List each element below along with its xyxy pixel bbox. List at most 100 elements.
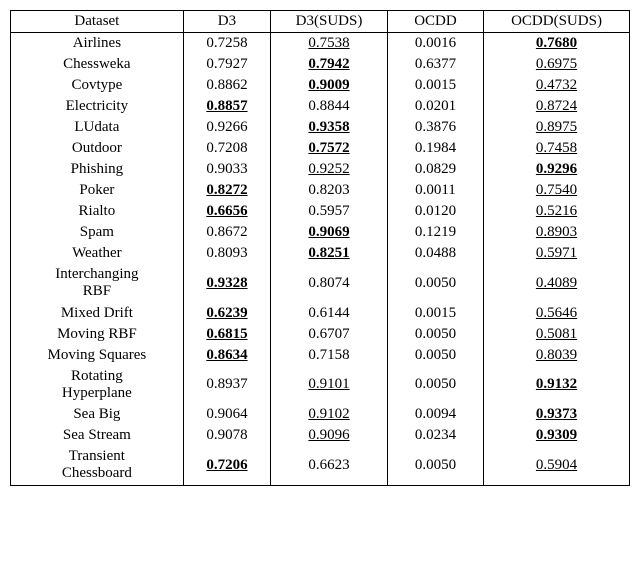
table-body: Airlines0.72580.75380.00160.7680Chesswek… — [11, 33, 630, 486]
cell-ocdds: 0.9296 — [484, 159, 630, 180]
cell-d3: 0.8672 — [183, 222, 270, 243]
table-row: Sea Stream0.90780.90960.02340.9309 — [11, 425, 630, 446]
cell-d3: 0.9078 — [183, 425, 270, 446]
cell-ocdd: 0.6377 — [387, 54, 483, 75]
cell-d3: 0.8272 — [183, 180, 270, 201]
table-row: Chessweka0.79270.79420.63770.6975 — [11, 54, 630, 75]
cell-d3s: 0.9101 — [271, 366, 388, 405]
cell-dataset: Outdoor — [11, 138, 184, 159]
cell-d3: 0.8857 — [183, 96, 270, 117]
cell-d3s: 0.9252 — [271, 159, 388, 180]
table-header-row: Dataset D3 D3(SUDS) OCDD OCDD(SUDS) — [11, 11, 630, 33]
cell-d3s: 0.8251 — [271, 243, 388, 264]
table-row: Moving Squares0.86340.71580.00500.8039 — [11, 345, 630, 366]
cell-dataset: Mixed Drift — [11, 303, 184, 324]
table-row: InterchangingRBF0.93280.80740.00500.4089 — [11, 264, 630, 303]
cell-ocdds: 0.4089 — [484, 264, 630, 303]
cell-d3: 0.8634 — [183, 345, 270, 366]
results-table: Dataset D3 D3(SUDS) OCDD OCDD(SUDS) Airl… — [10, 10, 630, 486]
cell-d3s: 0.7942 — [271, 54, 388, 75]
cell-ocdd: 0.0015 — [387, 303, 483, 324]
cell-ocdds: 0.9132 — [484, 366, 630, 405]
cell-ocdds: 0.5081 — [484, 324, 630, 345]
cell-ocdds: 0.8975 — [484, 117, 630, 138]
table-row: Electricity0.88570.88440.02010.8724 — [11, 96, 630, 117]
col-header-ocddsuds: OCDD(SUDS) — [484, 11, 630, 33]
table-row: TransientChessboard0.72060.66230.00500.5… — [11, 446, 630, 485]
col-header-d3: D3 — [183, 11, 270, 33]
cell-d3s: 0.6707 — [271, 324, 388, 345]
cell-d3: 0.8862 — [183, 75, 270, 96]
cell-dataset: Covtype — [11, 75, 184, 96]
cell-d3s: 0.9358 — [271, 117, 388, 138]
cell-ocdds: 0.6975 — [484, 54, 630, 75]
cell-ocdd: 0.0829 — [387, 159, 483, 180]
cell-dataset: Electricity — [11, 96, 184, 117]
col-header-dataset: Dataset — [11, 11, 184, 33]
cell-d3: 0.7258 — [183, 33, 270, 55]
cell-ocdds: 0.8903 — [484, 222, 630, 243]
table-row: LUdata0.92660.93580.38760.8975 — [11, 117, 630, 138]
cell-ocdd: 0.0120 — [387, 201, 483, 222]
cell-ocdd: 0.0234 — [387, 425, 483, 446]
cell-d3s: 0.9009 — [271, 75, 388, 96]
cell-ocdd: 0.0488 — [387, 243, 483, 264]
table-row: Airlines0.72580.75380.00160.7680 — [11, 33, 630, 55]
cell-dataset: Moving Squares — [11, 345, 184, 366]
cell-d3: 0.6656 — [183, 201, 270, 222]
cell-ocdd: 0.0201 — [387, 96, 483, 117]
cell-ocdd: 0.1219 — [387, 222, 483, 243]
cell-ocdd: 0.3876 — [387, 117, 483, 138]
cell-dataset: Chessweka — [11, 54, 184, 75]
cell-d3: 0.7206 — [183, 446, 270, 485]
cell-ocdd: 0.0011 — [387, 180, 483, 201]
cell-ocdds: 0.4732 — [484, 75, 630, 96]
cell-d3: 0.6815 — [183, 324, 270, 345]
cell-ocdd: 0.0050 — [387, 366, 483, 405]
cell-d3: 0.7927 — [183, 54, 270, 75]
cell-ocdds: 0.5904 — [484, 446, 630, 485]
cell-d3s: 0.7572 — [271, 138, 388, 159]
cell-dataset: Weather — [11, 243, 184, 264]
cell-d3: 0.7208 — [183, 138, 270, 159]
cell-dataset: RotatingHyperplane — [11, 366, 184, 405]
cell-dataset: Rialto — [11, 201, 184, 222]
cell-ocdds: 0.9373 — [484, 404, 630, 425]
cell-ocdd: 0.0050 — [387, 264, 483, 303]
table-row: Sea Big0.90640.91020.00940.9373 — [11, 404, 630, 425]
cell-dataset: LUdata — [11, 117, 184, 138]
table-row: Covtype0.88620.90090.00150.4732 — [11, 75, 630, 96]
cell-dataset: Sea Stream — [11, 425, 184, 446]
cell-ocdd: 0.0050 — [387, 345, 483, 366]
cell-ocdds: 0.7540 — [484, 180, 630, 201]
cell-dataset: Sea Big — [11, 404, 184, 425]
table-row: Phishing0.90330.92520.08290.9296 — [11, 159, 630, 180]
cell-ocdd: 0.1984 — [387, 138, 483, 159]
cell-ocdd: 0.0015 — [387, 75, 483, 96]
table-row: Moving RBF0.68150.67070.00500.5081 — [11, 324, 630, 345]
table-row: Mixed Drift0.62390.61440.00150.5646 — [11, 303, 630, 324]
table-row: Rialto0.66560.59570.01200.5216 — [11, 201, 630, 222]
table-row: Poker0.82720.82030.00110.7540 — [11, 180, 630, 201]
cell-ocdd: 0.0016 — [387, 33, 483, 55]
cell-d3s: 0.7158 — [271, 345, 388, 366]
cell-ocdds: 0.5646 — [484, 303, 630, 324]
cell-dataset: Spam — [11, 222, 184, 243]
table-row: Outdoor0.72080.75720.19840.7458 — [11, 138, 630, 159]
cell-dataset: Poker — [11, 180, 184, 201]
cell-d3: 0.8093 — [183, 243, 270, 264]
cell-dataset: Airlines — [11, 33, 184, 55]
table-row: RotatingHyperplane0.89370.91010.00500.91… — [11, 366, 630, 405]
cell-d3s: 0.5957 — [271, 201, 388, 222]
table-row: Spam0.86720.90690.12190.8903 — [11, 222, 630, 243]
cell-d3s: 0.6144 — [271, 303, 388, 324]
cell-d3s: 0.8074 — [271, 264, 388, 303]
cell-d3s: 0.6623 — [271, 446, 388, 485]
cell-d3s: 0.8203 — [271, 180, 388, 201]
cell-ocdd: 0.0050 — [387, 324, 483, 345]
cell-d3: 0.9266 — [183, 117, 270, 138]
cell-ocdds: 0.5971 — [484, 243, 630, 264]
cell-dataset: InterchangingRBF — [11, 264, 184, 303]
cell-dataset: Phishing — [11, 159, 184, 180]
cell-d3s: 0.8844 — [271, 96, 388, 117]
